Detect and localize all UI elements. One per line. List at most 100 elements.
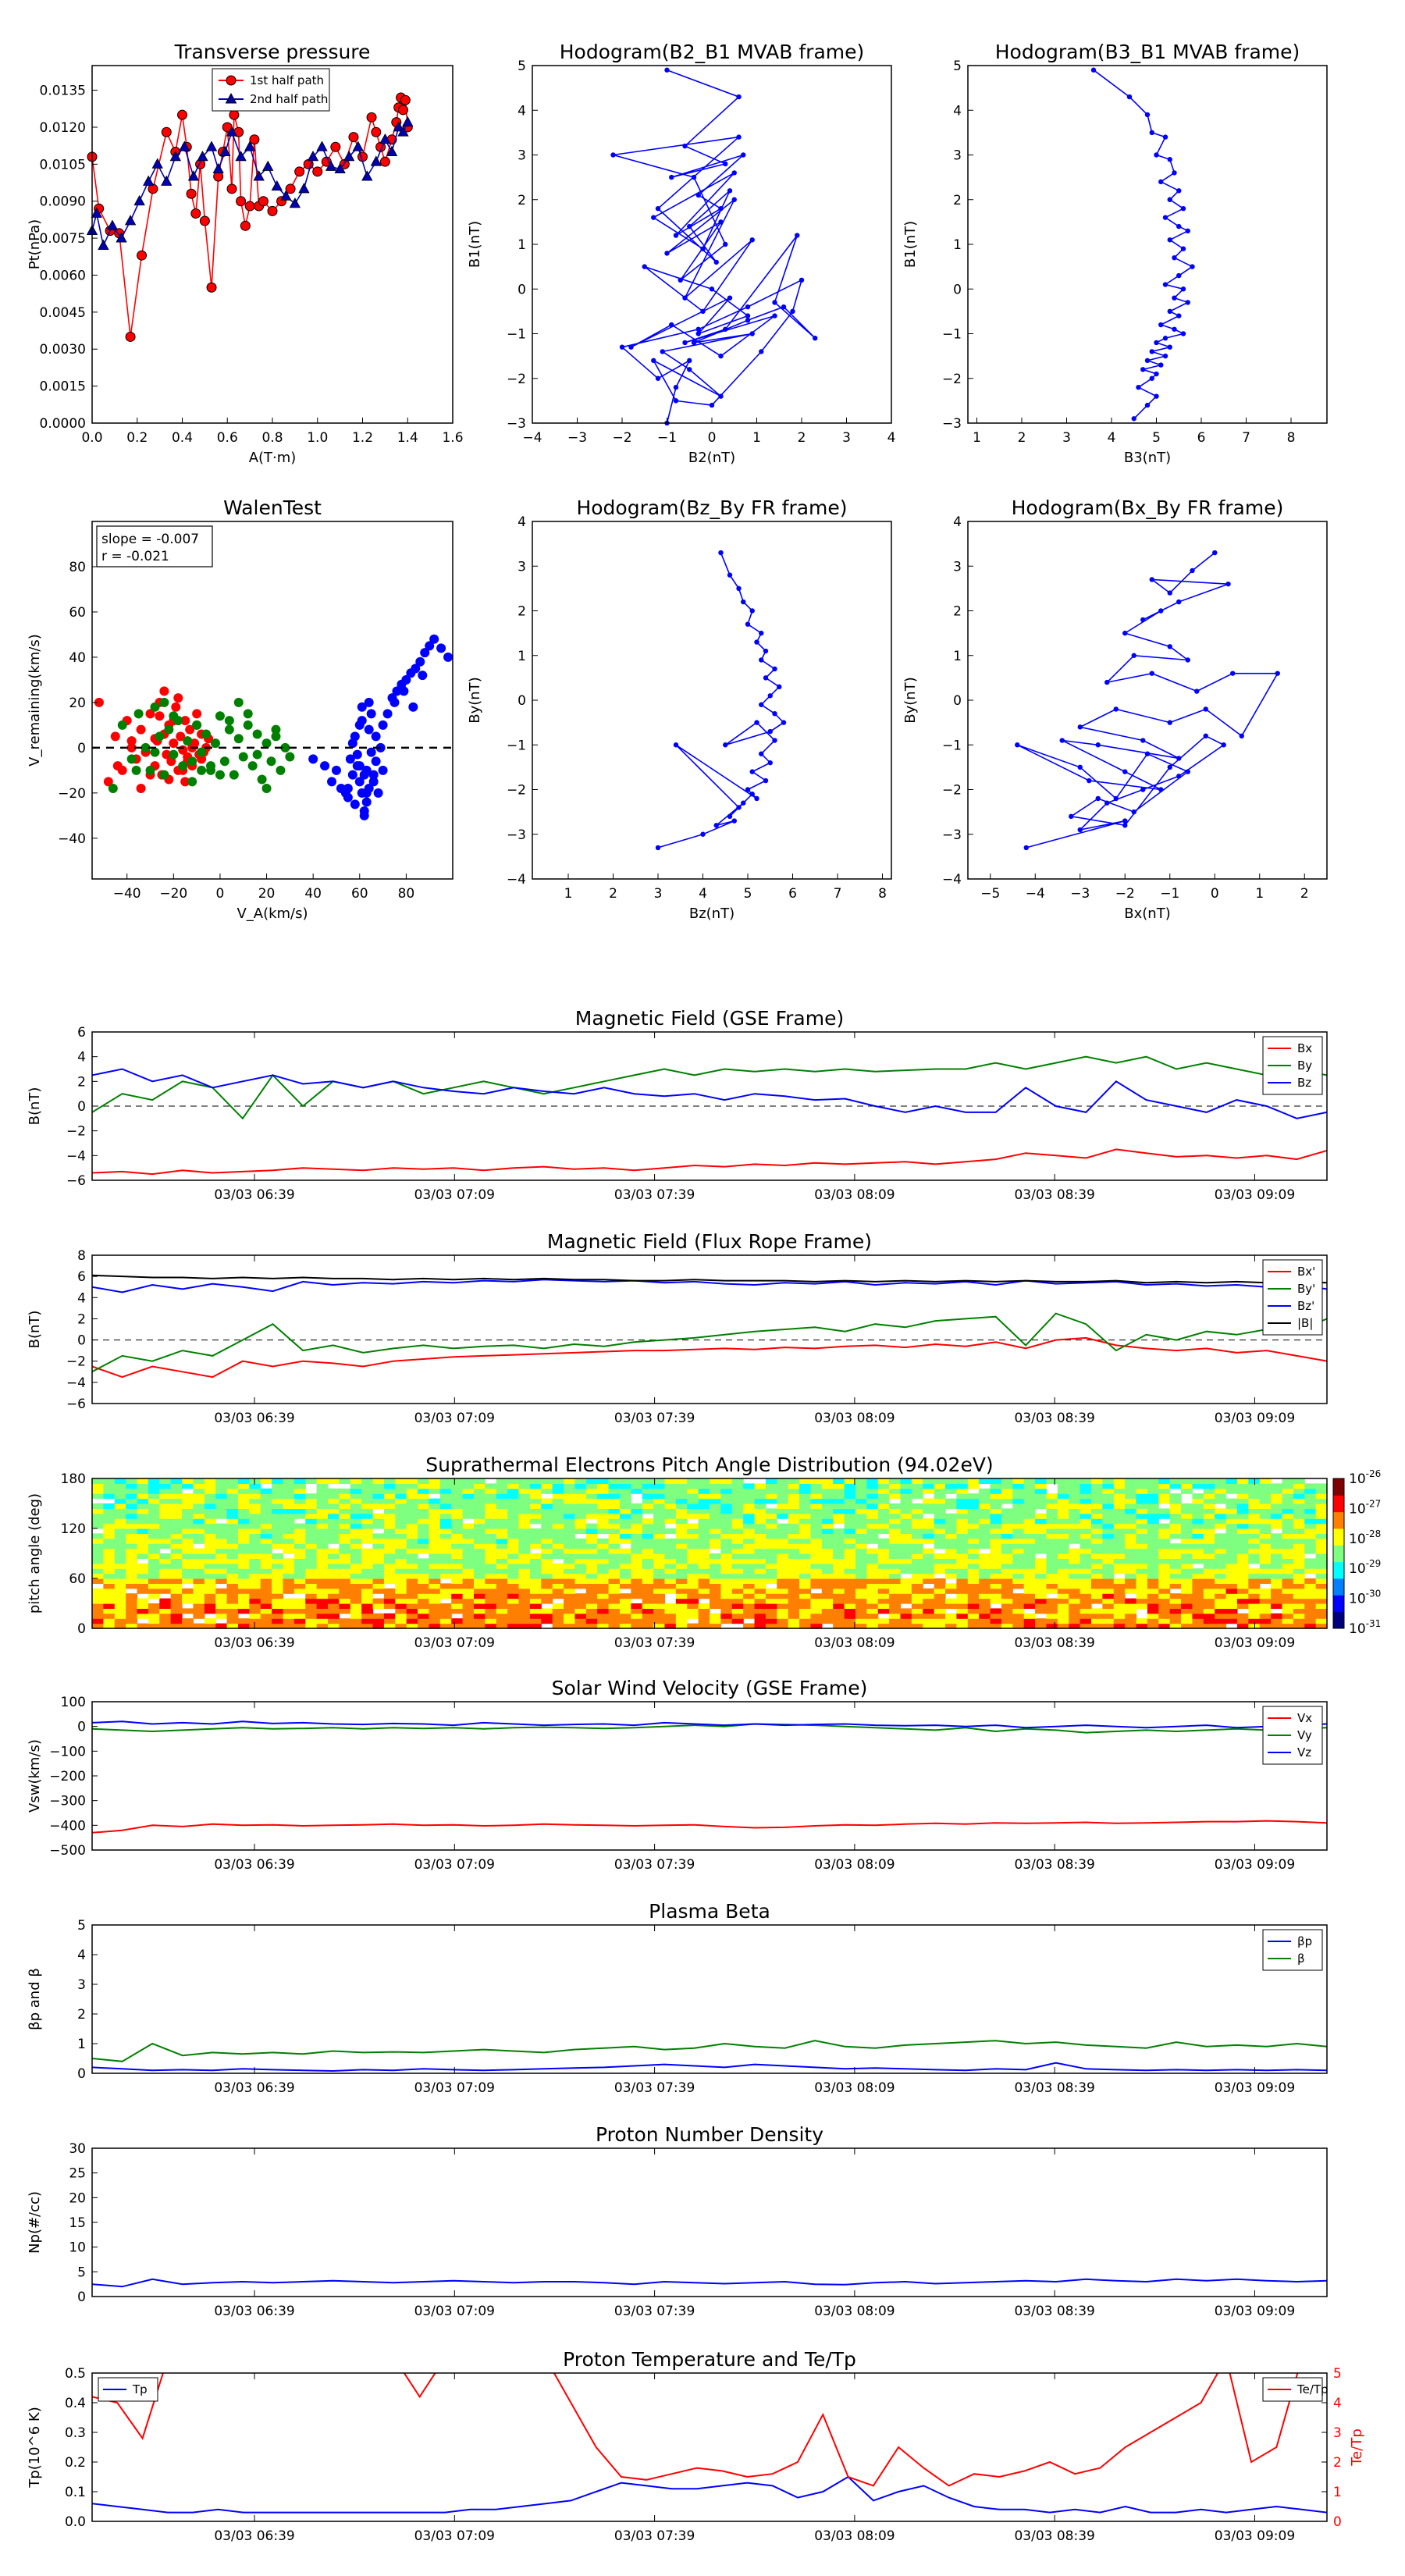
heatmap-cell — [339, 1478, 351, 1484]
heatmap-cell — [1293, 1498, 1305, 1504]
heatmap-cell — [260, 1543, 272, 1550]
legend-label: βp — [1297, 1934, 1312, 1948]
heatmap-cell — [1069, 1613, 1081, 1619]
heatmap-cell — [1113, 1513, 1126, 1519]
data-point — [1162, 134, 1168, 140]
heatmap-cell — [316, 1483, 329, 1489]
heatmap-cell — [305, 1493, 318, 1500]
heatmap-cell — [743, 1513, 756, 1519]
heatmap-cell — [608, 1598, 621, 1604]
heatmap-cell — [215, 1553, 228, 1559]
heatmap-cell — [439, 1528, 452, 1534]
heatmap-cell — [1057, 1573, 1069, 1579]
heatmap-cell — [631, 1588, 643, 1594]
x-axis-label: Bx(nT) — [1124, 906, 1170, 922]
heatmap-cell — [1035, 1588, 1048, 1594]
heatmap-cell — [316, 1593, 329, 1599]
heatmap-cell — [833, 1563, 845, 1569]
heatmap-cell — [462, 1493, 475, 1500]
heatmap-cell — [1181, 1573, 1193, 1579]
heatmap-cell — [182, 1528, 194, 1534]
data-point — [243, 720, 253, 730]
heatmap-cell — [574, 1538, 587, 1544]
data-point — [233, 734, 244, 744]
heatmap-cell — [833, 1578, 845, 1584]
heatmap-cell — [1147, 1528, 1159, 1534]
heatmap-cell — [249, 1513, 261, 1519]
heatmap-cell — [967, 1533, 980, 1539]
heatmap-cell — [283, 1573, 295, 1579]
heatmap-cell — [731, 1498, 744, 1504]
heatmap-cell — [272, 1483, 284, 1489]
heatmap-cell — [675, 1588, 688, 1594]
heatmap-cell — [877, 1588, 890, 1594]
heatmap-cell — [159, 1523, 172, 1529]
heatmap-cell — [350, 1593, 362, 1599]
heatmap-cell — [1215, 1598, 1227, 1604]
heatmap-cell — [439, 1493, 452, 1500]
heatmap-cell — [137, 1538, 149, 1544]
heatmap-cell — [293, 1623, 306, 1629]
heatmap-cell — [204, 1583, 216, 1589]
heatmap-cell — [833, 1623, 845, 1629]
heatmap-cell — [866, 1498, 879, 1504]
heatmap-cell — [1090, 1498, 1103, 1504]
heatmap-cell — [1080, 1578, 1092, 1584]
heatmap-cell — [496, 1553, 508, 1559]
heatmap-cell — [339, 1498, 351, 1504]
legend-label: Te/Tp — [1297, 2382, 1329, 2396]
heatmap-cell — [1147, 1623, 1159, 1629]
heatmap-cell — [631, 1538, 643, 1544]
heatmap-cell — [777, 1558, 789, 1564]
heatmap-cell — [1282, 1543, 1294, 1550]
heatmap-cell — [619, 1488, 631, 1494]
heatmap-cell — [731, 1598, 744, 1604]
heatmap-cell — [260, 1508, 272, 1514]
heatmap-cell — [710, 1503, 721, 1509]
data-point — [1185, 657, 1190, 663]
heatmap-cell — [754, 1523, 767, 1529]
heatmap-cell — [316, 1598, 329, 1604]
heatmap-cell — [956, 1553, 969, 1559]
heatmap-cell — [1192, 1508, 1204, 1514]
data-point — [276, 765, 286, 775]
heatmap-cell — [272, 1588, 284, 1594]
heatmap-cell — [585, 1538, 598, 1544]
heatmap-cell — [777, 1573, 789, 1579]
heatmap-cell — [777, 1563, 789, 1569]
data-point — [229, 109, 240, 120]
heatmap-cell — [1315, 1508, 1328, 1514]
heatmap-cell — [1046, 1503, 1058, 1509]
heatmap-cell — [148, 1578, 160, 1584]
heatmap-cell — [1259, 1488, 1272, 1494]
heatmap-cell — [1080, 1483, 1092, 1489]
heatmap-cell — [518, 1503, 531, 1509]
colorbar-base: 10 — [1349, 1471, 1366, 1487]
heatmap-cell — [237, 1508, 250, 1514]
heatmap-cell — [1023, 1573, 1036, 1579]
heatmap-cell — [597, 1583, 610, 1589]
heatmap-cell — [429, 1503, 441, 1509]
heatmap-cell — [653, 1483, 666, 1489]
x-tick-label: 1.2 — [352, 430, 373, 446]
heatmap-cell — [799, 1618, 812, 1624]
heatmap-cell — [328, 1488, 340, 1494]
heatmap-cell — [1282, 1523, 1294, 1529]
heatmap-cell — [810, 1503, 823, 1509]
heatmap-cell — [574, 1488, 587, 1494]
heatmap-cell — [1046, 1518, 1058, 1525]
heatmap-cell — [529, 1578, 542, 1584]
heatmap-cell — [597, 1588, 610, 1594]
heatmap-cell — [226, 1513, 239, 1519]
heatmap-cell — [226, 1603, 239, 1609]
data-point — [400, 94, 411, 105]
heatmap-cell — [710, 1598, 721, 1604]
data-point — [215, 770, 225, 780]
heatmap-cell — [1315, 1603, 1328, 1609]
heatmap-cell — [821, 1518, 834, 1525]
heatmap-cell — [418, 1613, 430, 1619]
heatmap-cell — [126, 1488, 138, 1494]
heatmap-cell — [293, 1613, 306, 1619]
heatmap-cell — [821, 1583, 834, 1589]
